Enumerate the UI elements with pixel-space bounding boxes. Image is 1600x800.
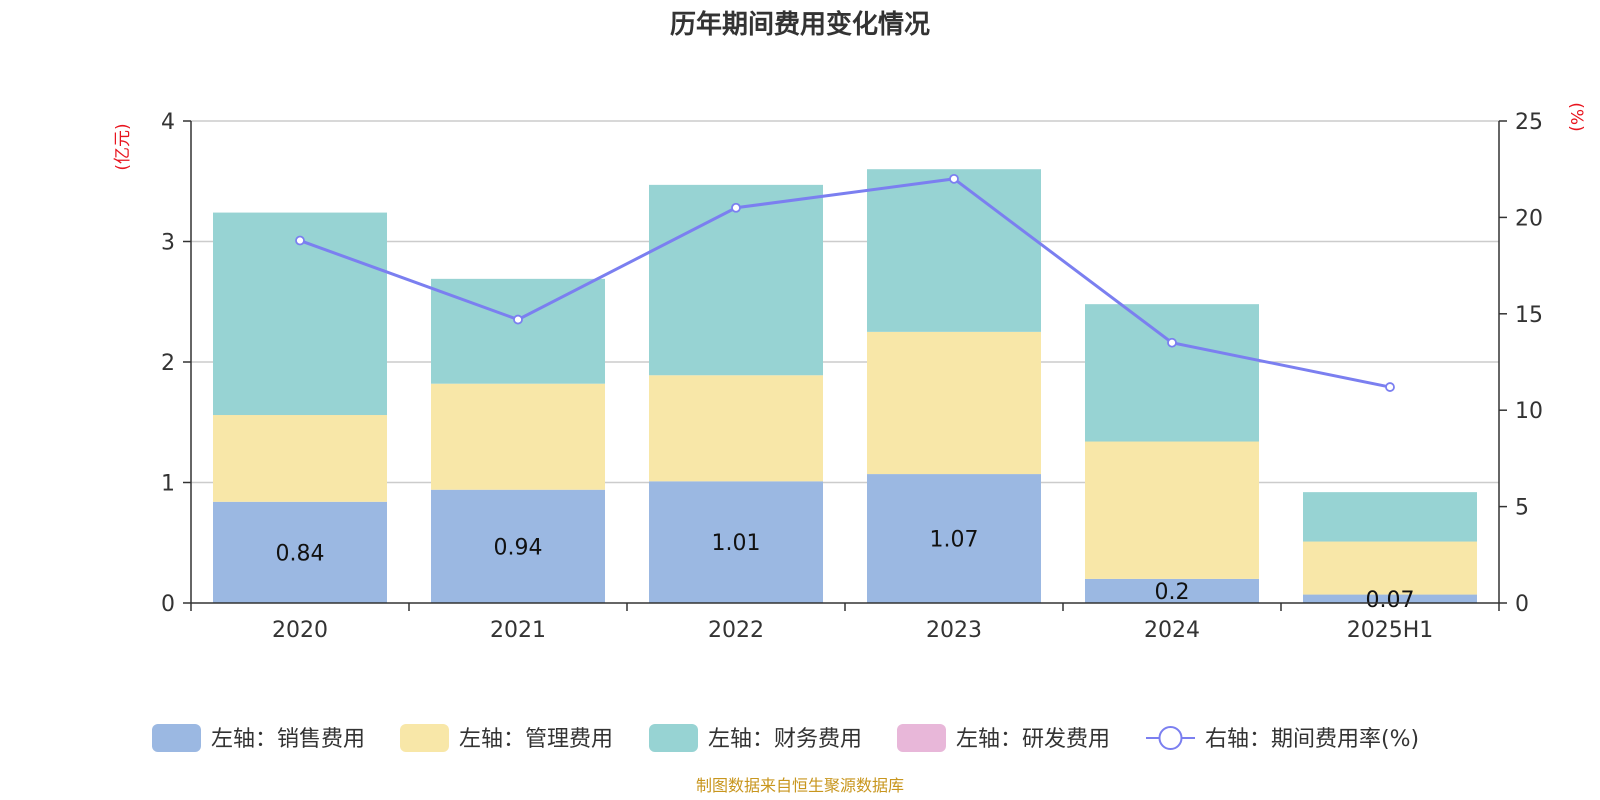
- x-tick-label-2024: 2024: [1144, 618, 1200, 643]
- rate-point-2021: [513, 314, 523, 325]
- left-axis-unit: (亿元): [113, 123, 133, 170]
- bar-3-2020: [213, 212, 387, 416]
- bar-2-2022: [649, 375, 823, 482]
- legend-label-1: 左轴：销售费用: [211, 727, 365, 752]
- bar-1-2023: [867, 474, 1041, 603]
- right-tick-label: 20: [1515, 206, 1543, 231]
- legend-label-2: 左轴：管理费用: [459, 727, 613, 752]
- data-label-2020: 0.84: [276, 541, 325, 566]
- rate-point-2020: [295, 235, 305, 246]
- x-tick-label-2023: 2023: [926, 618, 982, 643]
- right-tick-label: 0: [1515, 592, 1529, 617]
- x-tick-label-2025H1: 2025H1: [1347, 618, 1434, 643]
- left-tick-label: 2: [161, 351, 175, 376]
- legend-swatch-4: [897, 724, 946, 752]
- bar-1-2020: [213, 501, 387, 603]
- right-tick-label: 10: [1515, 399, 1543, 424]
- bar-3-2025H1: [1303, 492, 1477, 542]
- x-tick-label-2021: 2021: [490, 618, 546, 643]
- bar-3-2024: [1085, 304, 1259, 442]
- bar-3-2021: [431, 278, 605, 384]
- expense-rate-line: [295, 173, 1395, 392]
- bar-2-2023: [867, 331, 1041, 475]
- rate-point-2025H1: [1385, 382, 1395, 392]
- data-labels: 0.84 0.94 1.01 1.07 0.2 0.07: [276, 528, 1415, 613]
- bar-1-2024: [1085, 578, 1259, 603]
- legend-swatch-1: [152, 724, 201, 752]
- expense-rate-polyline: [299, 177, 1391, 389]
- source-note: 制图数据来自恒生聚源数据库: [696, 776, 904, 795]
- bar-2-2021: [431, 383, 605, 490]
- x-tick-label-2020: 2020: [272, 618, 328, 643]
- rate-point-2024: [1167, 337, 1177, 348]
- data-label-2021: 0.94: [494, 535, 543, 560]
- data-label-2024: 0.2: [1155, 580, 1190, 605]
- rate-point-2022: [731, 202, 741, 213]
- data-label-2022: 1.01: [712, 531, 761, 556]
- legend-label-4: 左轴：研发费用: [956, 727, 1110, 752]
- bar-1-2025H1: [1303, 594, 1477, 603]
- x-tick-label-2022: 2022: [708, 618, 764, 643]
- bar-2-2020: [213, 415, 387, 502]
- data-label-2023: 1.07: [930, 528, 979, 553]
- right-axis-unit: (%): [1566, 102, 1586, 131]
- legend: 左轴：销售费用 左轴：管理费用 左轴：财务费用 左轴：研发费用 右轴：期间费用率(%): [152, 724, 1419, 752]
- bar-1-2021: [431, 489, 605, 603]
- axes: 0 1 2 3 4 0 5 10 15 20 25 2020 2021 2022 2023 2024 2025H…: [161, 110, 1543, 643]
- left-tick-label: 3: [161, 231, 175, 256]
- left-tick-label: 0: [161, 592, 175, 617]
- legend-swatch-3: [649, 724, 698, 752]
- left-tick-label: 4: [161, 110, 175, 135]
- legend-circle-icon: [1158, 726, 1183, 750]
- grid-lines: [191, 120, 1499, 484]
- rate-point-2023: [949, 173, 959, 184]
- right-tick-label: 15: [1515, 303, 1543, 328]
- chart-title: 历年期间费用变化情况: [670, 9, 930, 40]
- data-label-2025H1: 0.07: [1366, 588, 1415, 613]
- bar-1-2022: [649, 481, 823, 603]
- bar-series: [213, 169, 1477, 603]
- legend-swatch-2: [400, 724, 449, 752]
- bar-2-2024: [1085, 441, 1259, 579]
- right-tick-label: 25: [1515, 110, 1543, 135]
- legend-label-5: 右轴：期间费用率(%): [1205, 727, 1419, 752]
- bar-3-2022: [649, 184, 823, 376]
- right-tick-label: 5: [1515, 496, 1529, 521]
- left-tick-label: 1: [161, 472, 175, 497]
- legend-label-3: 左轴：财务费用: [708, 727, 862, 752]
- bar-3-2023: [867, 169, 1041, 332]
- bar-2-2025H1: [1303, 541, 1477, 595]
